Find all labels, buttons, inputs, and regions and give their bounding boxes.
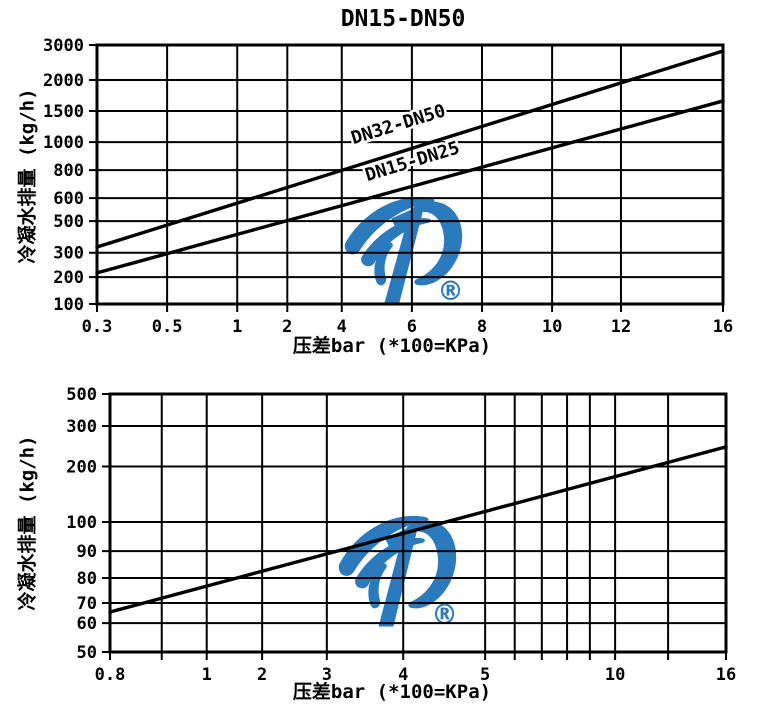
y-tick-label: 100	[53, 295, 84, 315]
bottom-y-axis-title: 冷凝水排量 (kg/h)	[16, 435, 39, 611]
x-tick-label: 8	[477, 317, 487, 337]
x-tick-label: 1	[232, 317, 242, 337]
y-tick-label: 200	[53, 268, 84, 288]
x-tick-label: 2	[282, 317, 292, 337]
x-tick-label: 4	[398, 665, 408, 685]
x-tick-label: 5	[480, 665, 490, 685]
plot-border	[108, 392, 728, 654]
x-tick-label: 0.5	[152, 317, 183, 337]
y-tick-label: 80	[77, 569, 97, 589]
top-chart: DN32-DN50DN15-DN253000200015001000800600…	[43, 36, 733, 337]
y-tick-label: 600	[53, 189, 84, 209]
series-line-DN15-DN25	[95, 99, 725, 275]
y-tick-label: 2000	[43, 71, 84, 91]
y-tick-label: 3000	[43, 36, 84, 56]
series-line-s0	[108, 445, 728, 614]
y-tick-label: 500	[66, 385, 97, 405]
x-tick-label: 6	[407, 317, 417, 337]
y-tick-label: 1500	[43, 102, 84, 122]
series-line-DN32-DN50	[95, 49, 725, 249]
y-tick-label: 1000	[43, 133, 84, 153]
y-tick-label: 60	[77, 614, 97, 634]
x-tick-label: 0.8	[95, 665, 126, 685]
plot-border	[95, 43, 725, 306]
y-tick-label: 800	[53, 161, 84, 181]
x-tick-label: 3	[322, 665, 332, 685]
y-tick-label: 300	[53, 244, 84, 264]
y-tick-label: 50	[77, 643, 97, 663]
x-tick-label: 10	[605, 665, 625, 685]
y-tick-label: 500	[53, 212, 84, 232]
x-tick-label: 4	[337, 317, 347, 337]
x-tick-label: 1	[202, 665, 212, 685]
x-tick-label: 0.3	[82, 317, 113, 337]
top-y-axis-title: 冷凝水排量 (kg/h)	[16, 88, 39, 264]
x-tick-label: 2	[257, 665, 267, 685]
bottom-x-axis-title: 压差bar (*100=KPa)	[292, 681, 492, 703]
y-tick-label: 200	[66, 457, 97, 477]
chart-title: DN15-DN50	[340, 6, 466, 32]
top-x-axis-title: 压差bar (*100=KPa)	[292, 335, 492, 357]
x-tick-label: 16	[713, 317, 733, 337]
y-tick-label: 70	[77, 594, 97, 614]
y-tick-label: 100	[66, 513, 97, 533]
x-tick-label: 12	[611, 317, 631, 337]
y-tick-label: 300	[66, 417, 97, 437]
x-tick-label: 10	[542, 317, 562, 337]
y-tick-label: 90	[77, 542, 97, 562]
x-tick-label: 16	[716, 665, 736, 685]
